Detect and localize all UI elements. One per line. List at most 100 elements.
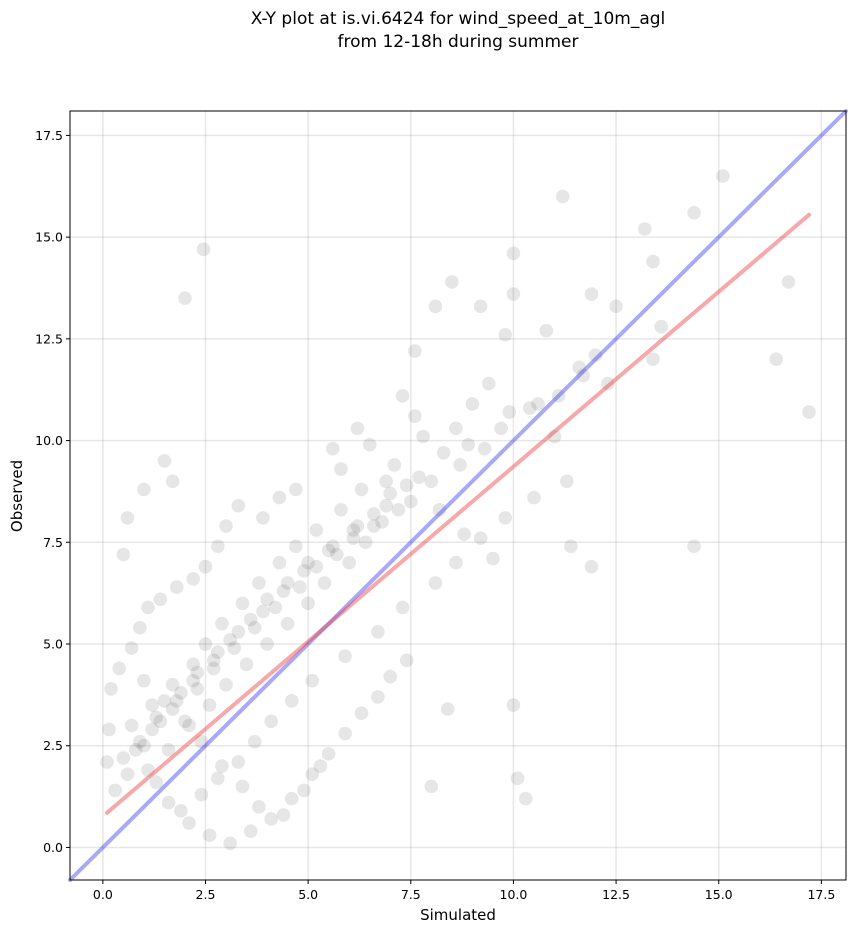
data-point — [124, 641, 139, 655]
data-point — [182, 816, 196, 830]
data-point — [169, 580, 184, 594]
data-point — [165, 702, 180, 716]
data-point — [153, 592, 168, 607]
data-point — [506, 246, 521, 261]
data-point — [276, 808, 291, 822]
data-point — [206, 653, 221, 668]
data-point — [395, 389, 410, 403]
data-point — [153, 714, 168, 729]
data-point — [264, 714, 278, 729]
one-to-one-line — [68, 109, 848, 882]
data-point — [428, 576, 443, 590]
data-point — [235, 596, 250, 611]
data-point — [239, 657, 254, 672]
data-point — [247, 734, 262, 749]
data-point — [280, 576, 295, 590]
data-point — [202, 828, 217, 843]
data-point — [169, 694, 184, 708]
data-point — [137, 738, 151, 753]
data-point — [367, 507, 381, 521]
regression-line — [104, 212, 812, 815]
data-point — [260, 592, 274, 607]
x-tick-label: 0.0 — [93, 887, 113, 902]
grid-lines — [70, 111, 846, 880]
data-point — [264, 812, 278, 826]
data-point — [436, 445, 451, 460]
data-point — [190, 681, 205, 696]
x-tick-label: 7.5 — [401, 887, 421, 902]
data-point — [584, 287, 599, 301]
data-point — [494, 421, 508, 436]
y-axis-ticks: 0.0 2.5 5.0 7.5 10.0 12.5 15.0 17.5 — [35, 128, 70, 855]
data-point — [206, 661, 221, 676]
data-point — [157, 454, 172, 468]
data-point — [379, 474, 393, 489]
data-point — [354, 706, 369, 720]
data-point — [194, 787, 209, 802]
data-point — [252, 576, 266, 590]
data-point — [219, 677, 233, 692]
data-point — [301, 555, 315, 570]
data-point — [486, 551, 500, 566]
data-point — [211, 539, 225, 554]
data-point — [449, 555, 463, 570]
data-point — [178, 291, 192, 305]
data-point — [293, 580, 307, 594]
data-point — [716, 169, 730, 183]
data-point — [461, 437, 476, 452]
data-point — [358, 535, 373, 550]
plot-frame — [69, 110, 847, 881]
y-axis-label: Observed — [8, 460, 26, 532]
data-point — [309, 523, 324, 537]
x-tick-label: 2.5 — [196, 887, 216, 902]
data-point — [321, 747, 336, 761]
chart-title: X-Y plot at is.vi.6424 for wind_speed_at… — [0, 8, 856, 54]
data-point — [408, 344, 422, 358]
data-point — [342, 555, 356, 570]
data-point — [100, 755, 114, 769]
data-point — [510, 771, 525, 786]
data-point — [330, 547, 344, 562]
data-point — [572, 360, 586, 375]
data-point — [219, 519, 233, 533]
data-point — [305, 673, 320, 688]
data-point — [379, 498, 393, 513]
data-point — [231, 498, 246, 513]
data-point — [145, 722, 159, 737]
data-point — [149, 775, 164, 790]
data-point — [256, 604, 270, 619]
data-point — [280, 616, 295, 631]
data-point — [518, 791, 533, 806]
data-point — [403, 494, 418, 509]
data-point — [161, 742, 176, 757]
data-point — [424, 474, 439, 489]
data-point — [338, 649, 352, 664]
data-point — [325, 441, 340, 456]
data-point — [638, 222, 652, 236]
data-point — [297, 563, 311, 578]
data-point — [132, 734, 147, 749]
data-point — [211, 771, 225, 786]
data-point — [555, 189, 570, 204]
data-point — [231, 755, 246, 769]
data-point — [354, 482, 369, 497]
y-tick-label: 10.0 — [35, 433, 63, 448]
data-point — [391, 502, 406, 517]
x-axis-label: Simulated — [420, 906, 496, 924]
data-point — [338, 726, 352, 741]
data-point — [141, 600, 155, 615]
data-point — [465, 397, 480, 411]
data-point — [523, 401, 537, 415]
data-point — [506, 287, 521, 301]
data-point — [399, 478, 414, 493]
data-point — [498, 511, 513, 525]
data-point — [196, 242, 211, 257]
data-point — [547, 429, 562, 444]
data-point — [539, 323, 554, 338]
data-point — [453, 458, 467, 472]
data-point — [313, 759, 328, 773]
data-point — [116, 751, 131, 765]
data-point — [186, 673, 200, 688]
data-point — [350, 421, 365, 436]
